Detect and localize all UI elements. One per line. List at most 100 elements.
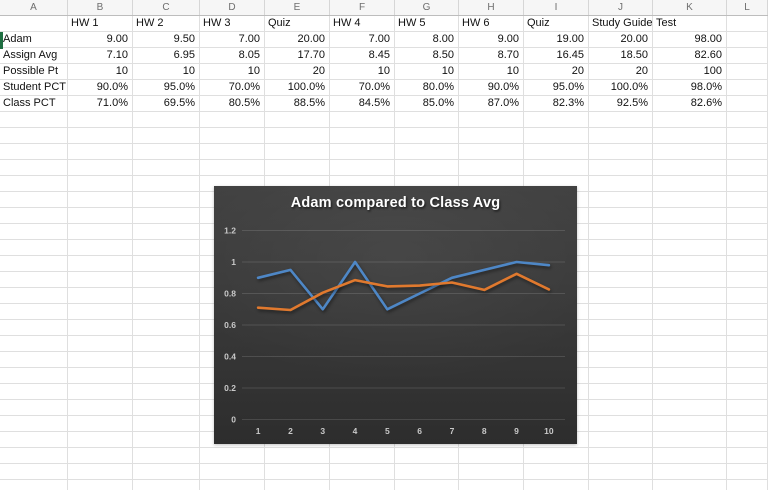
cell[interactable]	[133, 416, 200, 432]
cell[interactable]	[265, 448, 330, 464]
cell[interactable]: 95.0%	[133, 80, 200, 96]
cell[interactable]	[727, 288, 768, 304]
cell[interactable]: 90.0%	[68, 80, 133, 96]
cell[interactable]	[459, 160, 524, 176]
cell[interactable]	[727, 384, 768, 400]
cell[interactable]	[727, 448, 768, 464]
cell[interactable]: 6.95	[133, 48, 200, 64]
cell[interactable]	[727, 368, 768, 384]
cell[interactable]	[653, 384, 727, 400]
cell[interactable]: 20	[265, 64, 330, 80]
cell[interactable]	[653, 464, 727, 480]
cell[interactable]	[653, 240, 727, 256]
cell[interactable]: 20	[524, 64, 589, 80]
cell[interactable]	[395, 448, 459, 464]
cell[interactable]	[727, 272, 768, 288]
cell[interactable]	[0, 16, 68, 32]
cell[interactable]	[200, 464, 265, 480]
cell[interactable]: Quiz	[265, 16, 330, 32]
cell[interactable]	[68, 400, 133, 416]
cell[interactable]	[68, 480, 133, 490]
cell[interactable]	[524, 464, 589, 480]
cell[interactable]	[727, 256, 768, 272]
cell[interactable]	[0, 464, 68, 480]
cell[interactable]	[727, 224, 768, 240]
cell[interactable]: 20	[589, 64, 653, 80]
cell[interactable]	[653, 128, 727, 144]
cell[interactable]	[68, 368, 133, 384]
cell[interactable]	[727, 48, 768, 64]
cell[interactable]	[133, 208, 200, 224]
cell[interactable]	[0, 112, 68, 128]
cell[interactable]	[133, 192, 200, 208]
cell[interactable]	[133, 272, 200, 288]
cell[interactable]	[133, 480, 200, 490]
cell[interactable]: Student PCT	[0, 80, 68, 96]
cell[interactable]	[330, 464, 395, 480]
cell[interactable]	[133, 288, 200, 304]
cell[interactable]	[0, 416, 68, 432]
cell[interactable]	[727, 32, 768, 48]
cell[interactable]: 98.00	[653, 32, 727, 48]
cell[interactable]	[68, 144, 133, 160]
cell[interactable]	[68, 384, 133, 400]
cell[interactable]	[459, 128, 524, 144]
cell[interactable]	[133, 384, 200, 400]
cell[interactable]: 10	[200, 64, 265, 80]
cell[interactable]	[0, 432, 68, 448]
cell[interactable]: 10	[68, 64, 133, 80]
chart[interactable]: Adam compared to Class Avg 0 0.2 0.4 0.6 0.8…	[214, 186, 577, 444]
cell[interactable]	[589, 192, 653, 208]
cell[interactable]	[653, 160, 727, 176]
cell[interactable]: 20.00	[589, 32, 653, 48]
cell[interactable]	[133, 304, 200, 320]
column-header-B[interactable]: B	[68, 0, 133, 15]
cell[interactable]: 8.70	[459, 48, 524, 64]
cell[interactable]	[133, 352, 200, 368]
cell[interactable]	[330, 448, 395, 464]
cell[interactable]	[68, 336, 133, 352]
cell[interactable]	[727, 16, 768, 32]
cell[interactable]	[133, 240, 200, 256]
cell[interactable]	[589, 448, 653, 464]
cell[interactable]	[0, 448, 68, 464]
cell[interactable]	[68, 128, 133, 144]
cell[interactable]	[68, 304, 133, 320]
cell[interactable]	[727, 192, 768, 208]
cell[interactable]: Study Guide	[589, 16, 653, 32]
cell[interactable]	[653, 112, 727, 128]
cell[interactable]: 16.45	[524, 48, 589, 64]
cell[interactable]	[589, 320, 653, 336]
cell[interactable]	[0, 224, 68, 240]
cell[interactable]: 9.00	[68, 32, 133, 48]
cell[interactable]: 9.00	[459, 32, 524, 48]
cell[interactable]: 71.0%	[68, 96, 133, 112]
cell[interactable]: 8.00	[395, 32, 459, 48]
cell[interactable]: 19.00	[524, 32, 589, 48]
cell[interactable]	[0, 144, 68, 160]
cell[interactable]	[133, 464, 200, 480]
cell[interactable]	[727, 160, 768, 176]
cell[interactable]: 100	[653, 64, 727, 80]
cell[interactable]: 9.50	[133, 32, 200, 48]
cell[interactable]: 18.50	[589, 48, 653, 64]
cell[interactable]	[0, 480, 68, 490]
cell[interactable]	[0, 384, 68, 400]
cell[interactable]	[589, 288, 653, 304]
cell[interactable]	[524, 432, 589, 448]
cell[interactable]	[727, 400, 768, 416]
cell[interactable]	[133, 112, 200, 128]
cell[interactable]	[727, 432, 768, 448]
cell[interactable]	[0, 352, 68, 368]
cell[interactable]	[653, 320, 727, 336]
cell[interactable]	[133, 448, 200, 464]
cell[interactable]	[727, 336, 768, 352]
cell[interactable]	[653, 176, 727, 192]
cell[interactable]	[589, 416, 653, 432]
cell[interactable]: 88.5%	[265, 96, 330, 112]
column-header-J[interactable]: J	[589, 0, 653, 15]
cell[interactable]	[727, 464, 768, 480]
cell[interactable]: Adam	[0, 32, 68, 48]
column-header-F[interactable]: F	[330, 0, 395, 15]
cell[interactable]	[727, 112, 768, 128]
